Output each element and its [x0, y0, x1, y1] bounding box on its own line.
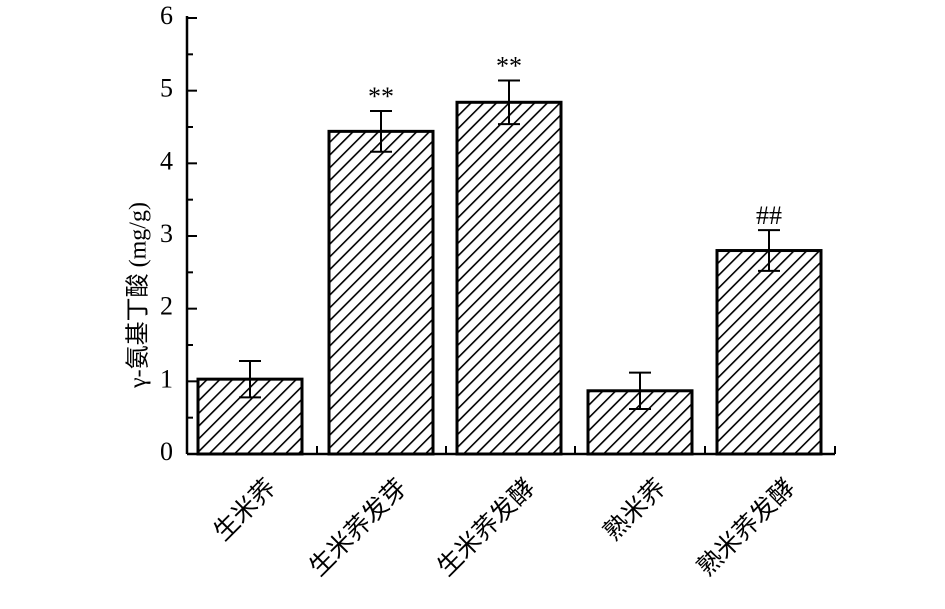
category-label-3: 生米荞发酵: [431, 473, 540, 582]
significance-label-3: **: [496, 51, 522, 80]
y-tick-label-3: 3: [160, 219, 173, 248]
y-tick-label-5: 5: [160, 74, 173, 103]
bar-2: [327, 129, 435, 456]
y-tick-label-2: 2: [160, 292, 173, 321]
y-tick-label-6: 6: [160, 1, 173, 30]
category-label-4: 熟米荞: [598, 473, 672, 547]
significance-label-2: **: [368, 82, 394, 111]
significance-label-5: ##: [756, 201, 782, 230]
y-tick-label-1: 1: [160, 364, 173, 393]
bar-3: [455, 100, 563, 456]
bar-5: [715, 249, 823, 456]
category-label-1: 生米荞: [208, 473, 282, 547]
y-tick-label-4: 4: [160, 146, 173, 175]
y-tick-label-0: 0: [160, 437, 173, 466]
category-label-2: 生米荞发芽: [303, 473, 412, 582]
category-label-5: 熟米荞发酵: [691, 473, 800, 582]
y-axis-label: γ-氨基丁酸 (mg/g): [125, 202, 152, 389]
plot-area: ** ** ## 0 1 2 3 4 5 6 生米荞 生米荞发芽 生米荞发酵 熟米荞 熟米荞发酵: [160, 1, 836, 582]
